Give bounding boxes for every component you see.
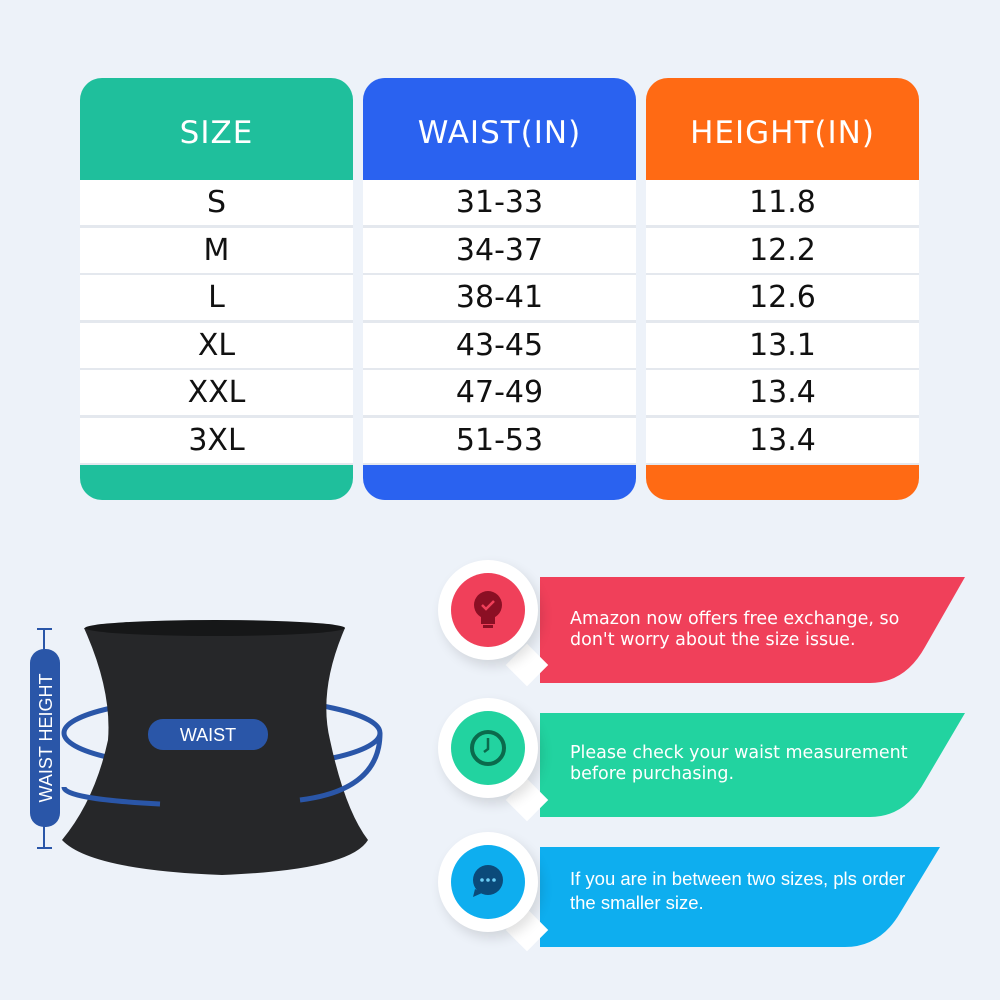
- size-cell: L: [80, 275, 353, 320]
- height-cell: 13.4: [646, 370, 919, 415]
- waist-cell: 51-53: [363, 417, 636, 463]
- tip-text: Amazon now offers free exchange, so: [570, 609, 900, 629]
- size-cell: XL: [80, 322, 353, 368]
- waist-cell: 31-33: [363, 180, 636, 225]
- chat-bubble-icon: [438, 832, 538, 932]
- tip-banner-smaller-size: If you are in between two sizes, pls ord…: [540, 847, 940, 947]
- tip-text: don't worry about the size issue.: [570, 630, 856, 650]
- tip-banner-measure: Please check your waist measurement befo…: [540, 713, 965, 817]
- height-cell: 13.4: [646, 417, 919, 463]
- waist-header: WAIST(IN): [417, 115, 582, 151]
- size-cell: M: [80, 227, 353, 273]
- waist-cell: 43-45: [363, 322, 636, 368]
- waist-cell: 47-49: [363, 370, 636, 415]
- size-column: SIZE S M L XL XXL 3XL: [80, 78, 353, 500]
- waist-cell: 34-37: [363, 227, 636, 273]
- tip-text: If you are in between two sizes, pls ord…: [570, 868, 906, 889]
- size-cell: 3XL: [80, 417, 353, 463]
- lightbulb-check-icon: [438, 560, 538, 660]
- height-header: HEIGHT(IN): [690, 115, 875, 151]
- height-cell: 12.6: [646, 275, 919, 320]
- size-header: SIZE: [179, 115, 254, 151]
- tip-banner-exchange: Amazon now offers free exchange, so don'…: [540, 577, 965, 683]
- size-cell: S: [80, 180, 353, 225]
- tip-text: Please check your waist measurement: [570, 743, 908, 763]
- clock-icon: [438, 698, 538, 798]
- height-cell: 12.2: [646, 227, 919, 273]
- height-column: HEIGHT(IN) 11.8 12.2 12.6 13.1 13.4 13.4: [646, 78, 919, 500]
- waist-trainer-diagram: WAIST WAIST HEIGHT: [30, 620, 383, 875]
- waist-cell: 38-41: [363, 275, 636, 320]
- waist-column: WAIST(IN) 31-33 34-37 38-41 43-45 47-49 …: [363, 78, 636, 500]
- tip-text: the smaller size.: [570, 892, 704, 913]
- tip-text: before purchasing.: [570, 764, 735, 784]
- waist-label: WAIST: [180, 725, 236, 745]
- height-cell: 11.8: [646, 180, 919, 225]
- size-cell: XXL: [80, 370, 353, 415]
- waist-height-label: WAIST HEIGHT: [36, 673, 56, 802]
- height-cell: 13.1: [646, 322, 919, 368]
